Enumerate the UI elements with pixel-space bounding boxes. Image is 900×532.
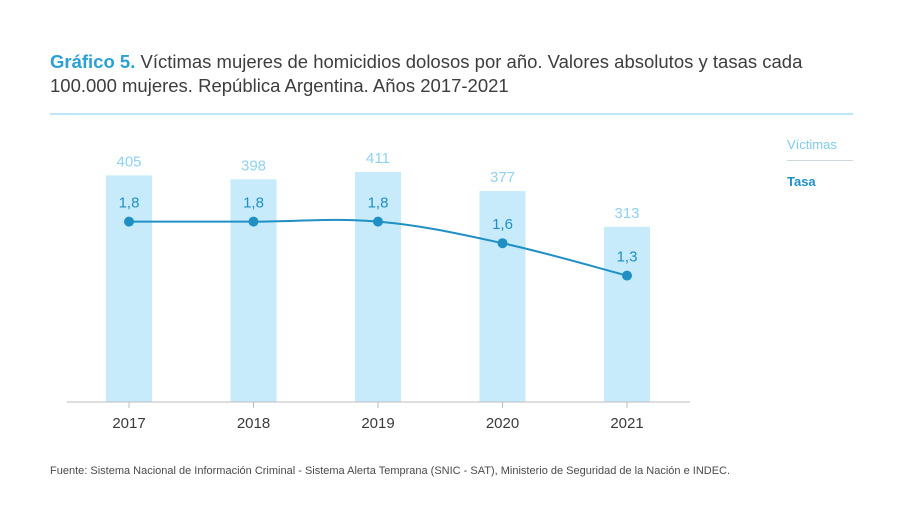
bar-label-2019: 411: [366, 150, 390, 167]
bar-label-2017: 405: [116, 153, 141, 170]
rate-label-2018: 1,8: [243, 195, 264, 212]
legend-victimas: Víctimas: [787, 137, 837, 152]
rate-label-2017: 1,8: [119, 195, 140, 212]
chart-title-prefix: Gráfico 5.: [50, 51, 136, 72]
bar-2019: [355, 172, 401, 402]
x-tick-label-2021: 2021: [610, 415, 643, 432]
x-tick-label-2018: 2018: [237, 415, 270, 432]
chart-title: Gráfico 5. Víctimas mujeres de homicidio…: [50, 50, 870, 98]
x-tick-label-2019: 2019: [361, 415, 394, 432]
bar-label-2021: 313: [614, 205, 639, 222]
chart-title-text: Víctimas mujeres de homicidios dolosos p…: [50, 51, 803, 96]
bar-2021: [604, 226, 650, 402]
bar-label-2020: 377: [490, 169, 515, 186]
rate-point-2018: [248, 216, 259, 227]
rate-label-2019: 1,8: [368, 195, 389, 212]
x-tick-label-2017: 2017: [112, 415, 145, 432]
source-note: Fuente: Sistema Nacional de Información …: [50, 465, 731, 477]
rate-point-2021: [622, 270, 632, 281]
bar-2018: [230, 179, 277, 402]
rate-label-2021: 1,3: [617, 249, 638, 266]
title-divider: [50, 113, 853, 115]
legend-tasa: Tasa: [787, 174, 816, 189]
bar-2020: [479, 191, 526, 402]
rate-point-2020: [497, 238, 508, 249]
legend-divider: [787, 160, 853, 161]
rate-point-2017: [124, 216, 134, 227]
bar-2017: [106, 175, 152, 402]
x-tick-label-2020: 2020: [486, 415, 519, 432]
bar-label-2018: 398: [241, 157, 266, 174]
rate-point-2019: [373, 216, 383, 227]
rate-label-2020: 1,6: [492, 216, 513, 233]
